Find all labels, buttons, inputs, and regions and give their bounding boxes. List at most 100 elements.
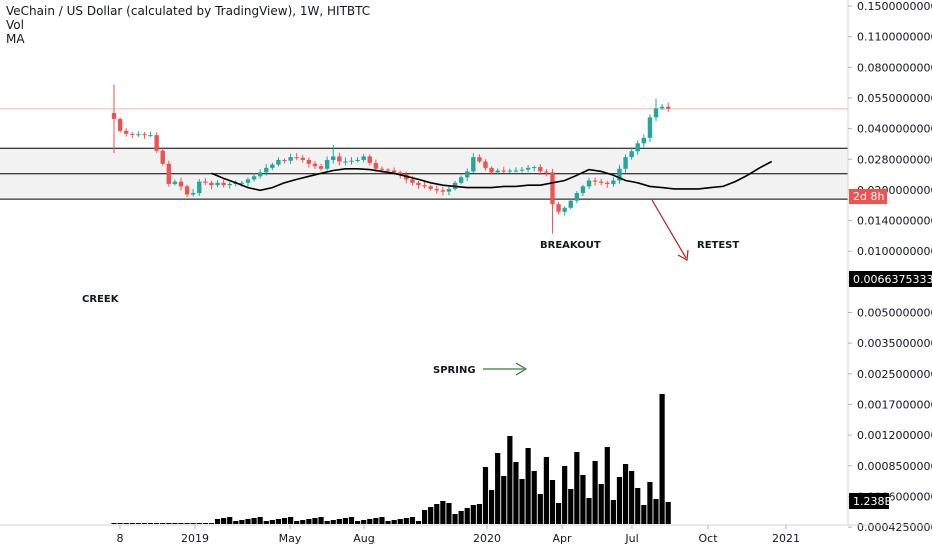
breakout-label-bg [536,237,598,251]
volume-bar [239,520,245,524]
candle-body [665,106,671,109]
candle-body [556,204,561,212]
price-tick-label: 0.0004250000 [857,521,932,534]
retest-label-text: RETEST [697,240,739,251]
candle-body [276,159,281,165]
volume-bar [294,521,300,524]
volume-bar [245,519,251,524]
volume-bar [440,501,446,524]
price-tick-label: 0.0035000000 [857,337,932,350]
candle-body [513,170,519,172]
retest-label: RETEST [693,237,739,251]
creek-label-text: CREEK [82,294,120,305]
time-tick-label: Oct [698,532,718,545]
candle-body [318,166,324,169]
candle-body [294,157,299,159]
chart-legend: VeChain / US Dollar (calculated by Tradi… [6,4,370,46]
volume-bar [257,517,263,524]
price-tick-label: 0.0280000000 [857,153,932,166]
volume-bar [373,518,379,524]
volume-bar [184,523,190,524]
candle-body [623,157,628,169]
volume-bar [330,520,336,524]
volume-bar [482,467,489,524]
volume-bar [446,503,452,524]
spring-label: SPRING [429,362,476,376]
volume-bar [452,514,458,524]
volume-value-badge [849,493,889,509]
candle-body [611,180,616,184]
volume-bar [629,471,635,524]
price-tick-label: 0.0012000000 [857,429,932,442]
candle-body [592,180,598,182]
volume-bar [604,447,610,524]
candle-body [391,170,397,173]
volume-bar [190,523,196,524]
candle-body [446,188,452,192]
volume-bar [135,523,141,524]
volume-bar [616,477,623,524]
time-tick-label: Jul [624,532,638,545]
volume-bar [421,510,428,524]
candle-body [574,193,580,201]
candle-body [385,169,391,171]
candle-body [166,163,172,184]
candle-body [215,182,220,186]
candle-body [130,133,135,135]
volume-bar [379,517,385,524]
candle-body [123,130,129,134]
price-tick-label: 0.0100000000 [857,245,932,258]
candle-body [495,170,500,173]
volume-bar [318,517,324,524]
candle-body [647,117,653,138]
candle-body [270,164,275,168]
symbol-title[interactable]: VeChain / US Dollar (calculated by Tradi… [6,4,371,18]
volume-bar [610,500,616,524]
candle-body [605,182,610,184]
candle-body [428,186,433,189]
ma-indicator-label[interactable]: MA [6,32,25,46]
last-price-text: 0.0066375333 [853,273,932,286]
candle-body [568,200,573,208]
volume-bar [592,461,598,524]
volume-bar [434,504,440,524]
volume-bar [385,521,391,524]
spring-arrowhead [515,362,528,376]
moving-average-line [211,160,773,192]
price-tick-label: 0.0550000000 [857,92,932,105]
candle-body [349,160,354,162]
candle-body [580,186,586,194]
price-tick-label: 0.0017000000 [857,398,932,411]
volume-bar [470,505,476,524]
volume-bar [568,489,574,524]
volume-bar [665,502,671,524]
candle-body [525,167,531,170]
volume-bar [214,519,221,524]
volume-bar [464,508,470,524]
volume-bar [342,518,349,524]
candle-body [458,177,464,183]
candle-body [282,159,287,161]
candle-body [544,171,549,173]
volume-bar [263,521,269,524]
volume-bar [117,523,123,524]
candle-body [507,170,513,172]
volume-bar [415,521,422,524]
candle-body [398,172,403,175]
candle-body [227,183,232,186]
retest-label-bg [693,237,739,251]
volume-indicator-label[interactable]: Vol [6,18,24,32]
last-price-badge [849,271,932,287]
candle-body [361,156,366,160]
volume-bar [598,484,604,524]
time-tick-label: 2019 [181,532,209,545]
candle-body [264,167,269,173]
candle-body [434,188,439,191]
candle-body [483,161,488,168]
candle-body [111,112,117,119]
candle-body [337,156,342,162]
price-tick-label: 0.0140000000 [857,215,932,228]
volume-bar [154,523,160,524]
price-tick-label: 0.0800000000 [857,61,932,74]
